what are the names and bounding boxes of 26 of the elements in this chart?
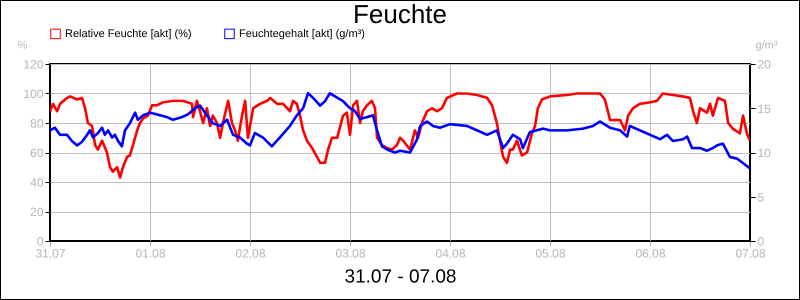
y-tick-label: 40 bbox=[30, 176, 44, 190]
y-tick-label: 120 bbox=[23, 58, 44, 72]
y-axis-title: % bbox=[18, 40, 28, 52]
x-tick-label: 31.07 bbox=[35, 246, 66, 260]
legend-label: Relative Feuchte [akt] (%) bbox=[65, 28, 192, 40]
chart-title: Feuchte bbox=[353, 0, 447, 29]
x-tick-label: 06.08 bbox=[635, 246, 666, 260]
y2-tick-label: 20 bbox=[758, 58, 772, 72]
y-tick-label: 80 bbox=[30, 116, 44, 130]
x-axis-title: 31.07 - 07.08 bbox=[344, 266, 456, 288]
y-tick-label: 60 bbox=[30, 146, 44, 160]
x-tick-label: 07.08 bbox=[735, 246, 766, 260]
x-tick-label: 05.08 bbox=[535, 246, 566, 260]
x-tick-label: 04.08 bbox=[435, 246, 466, 260]
y2-tick-label: 0 bbox=[758, 234, 764, 248]
y2-tick-label: 10 bbox=[758, 146, 772, 160]
y-tick-label: 100 bbox=[23, 87, 44, 101]
x-tick-label: 01.08 bbox=[135, 246, 166, 260]
x-tick-label: 03.08 bbox=[335, 246, 366, 260]
y-tick-label: 0 bbox=[36, 234, 44, 248]
y2-tick-label: 5 bbox=[758, 190, 764, 204]
x-tick-label: 02.08 bbox=[235, 246, 266, 260]
y-tick-label: 20 bbox=[30, 205, 44, 219]
y2-axis-title: g/m³ bbox=[756, 40, 778, 52]
y2-tick-label: 15 bbox=[758, 102, 772, 116]
legend-label: Feuchtegehalt [akt] (g/m³) bbox=[239, 28, 365, 40]
